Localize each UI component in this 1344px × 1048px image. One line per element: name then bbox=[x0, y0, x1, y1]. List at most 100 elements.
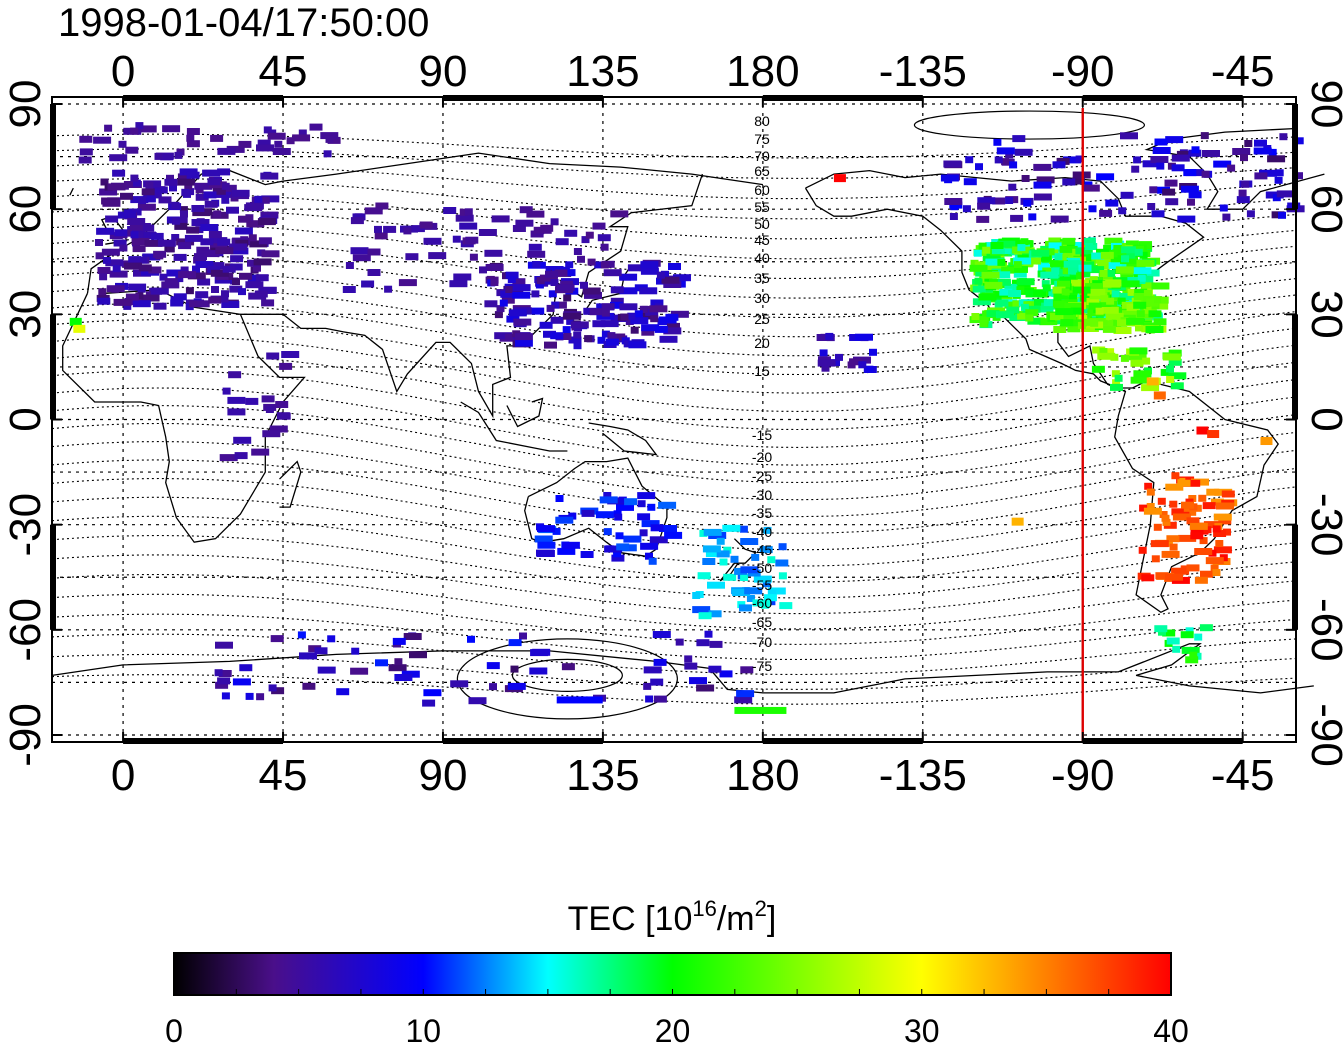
tec-cell bbox=[763, 594, 777, 602]
tec-cell bbox=[219, 454, 238, 462]
lon-label-bottom: 0 bbox=[111, 751, 135, 800]
tec-cell bbox=[534, 535, 553, 543]
frame-band-left bbox=[50, 314, 56, 420]
tec-cell bbox=[716, 550, 730, 558]
tec-cell bbox=[978, 242, 987, 250]
tec-cell bbox=[584, 335, 593, 343]
tec-cell bbox=[1218, 517, 1232, 525]
tec-cell bbox=[562, 312, 581, 320]
tec-cell bbox=[1060, 319, 1074, 327]
lat-label-right: 30 bbox=[1302, 290, 1344, 339]
tec-cell bbox=[123, 209, 132, 217]
tec-cell bbox=[1133, 267, 1152, 275]
tec-cell bbox=[1120, 310, 1139, 318]
tec-cell bbox=[767, 598, 776, 606]
tec-cell bbox=[1180, 631, 1194, 639]
tec-cell bbox=[1146, 298, 1155, 306]
tec-cell bbox=[1130, 359, 1144, 367]
tec-cell bbox=[1145, 326, 1164, 333]
tec-cell bbox=[1136, 310, 1145, 318]
tec-cell bbox=[507, 276, 516, 284]
tec-cell bbox=[1070, 242, 1084, 249]
tec-cell bbox=[550, 332, 564, 340]
tec-cell bbox=[187, 272, 206, 280]
tec-cell bbox=[732, 589, 751, 596]
tec-cell bbox=[684, 655, 693, 663]
tec-cell bbox=[751, 553, 760, 561]
tec-cell bbox=[702, 545, 721, 553]
tec-cell bbox=[600, 261, 609, 269]
tec-cell bbox=[484, 249, 503, 257]
tec-cell bbox=[1097, 352, 1116, 360]
lat-label-right: 0 bbox=[1302, 407, 1344, 431]
mag-contour bbox=[51, 534, 1297, 599]
tec-cell bbox=[659, 525, 677, 532]
tec-cell bbox=[1143, 289, 1152, 297]
tec-cell bbox=[704, 630, 713, 638]
tec-cell bbox=[817, 359, 836, 367]
tec-cell bbox=[95, 252, 104, 260]
tec-cell bbox=[1154, 138, 1168, 146]
tec-cell bbox=[1241, 180, 1250, 188]
tec-cell bbox=[763, 526, 772, 534]
tec-cell bbox=[1166, 637, 1180, 645]
colorbar-tick-label: 10 bbox=[405, 1013, 441, 1048]
contour-label: -15 bbox=[752, 427, 772, 443]
tec-cell bbox=[350, 247, 369, 255]
lon-label-bottom: 180 bbox=[726, 751, 799, 800]
tec-cell bbox=[95, 239, 103, 246]
tec-cell bbox=[649, 305, 668, 313]
tec-cell bbox=[1136, 259, 1155, 267]
tec-cell bbox=[103, 256, 111, 264]
contour-label: -40 bbox=[752, 524, 772, 540]
colorbar: TEC [1016/m2] 0 10 20 30 40 bbox=[165, 896, 1189, 1048]
tec-cell bbox=[1099, 209, 1113, 217]
tec-cell bbox=[821, 364, 830, 372]
tec-cell bbox=[1213, 513, 1232, 521]
tec-cell bbox=[723, 546, 732, 554]
lon-label-bottom: -90 bbox=[1051, 751, 1115, 800]
tec-cell bbox=[1103, 244, 1112, 252]
tec-cell bbox=[105, 259, 124, 267]
tec-cell bbox=[1172, 645, 1181, 653]
tec-cell bbox=[627, 312, 636, 320]
tec-cell bbox=[722, 524, 741, 532]
tec-cell bbox=[125, 146, 139, 154]
tec-cell bbox=[1122, 251, 1136, 259]
tec-cell bbox=[1089, 276, 1098, 284]
tec-cell bbox=[500, 290, 514, 298]
tec-cell bbox=[640, 267, 659, 275]
tec-cell bbox=[734, 696, 753, 704]
tec-cell bbox=[573, 331, 582, 339]
tec-cell bbox=[736, 690, 755, 698]
tec-cell bbox=[555, 238, 569, 246]
tec-cell bbox=[132, 179, 141, 187]
colorbar-ticks: 0 10 20 30 40 bbox=[165, 989, 1189, 1048]
tec-cell bbox=[668, 263, 681, 270]
tec-cell bbox=[1139, 504, 1148, 512]
tec-cell bbox=[553, 301, 567, 309]
tec-cell bbox=[342, 286, 356, 293]
tec-cell bbox=[125, 293, 139, 301]
tec-cell bbox=[317, 666, 336, 674]
tec-cell bbox=[618, 496, 627, 504]
tec-cell bbox=[1054, 253, 1063, 261]
tec-cell bbox=[1146, 488, 1155, 496]
tec-cell bbox=[645, 695, 654, 703]
tec-cell bbox=[1053, 301, 1067, 309]
tec-cell bbox=[1012, 135, 1026, 143]
tec-cell bbox=[1190, 527, 1209, 535]
tec-cell bbox=[258, 286, 277, 294]
tec-cell bbox=[452, 235, 461, 243]
tec-cell bbox=[279, 362, 293, 370]
tec-cell bbox=[1200, 132, 1209, 140]
tec-cell bbox=[1086, 266, 1105, 274]
tec-cell bbox=[1172, 513, 1191, 521]
tec-cell bbox=[132, 300, 151, 308]
tec-cell bbox=[759, 546, 773, 554]
tec-cell bbox=[768, 589, 777, 597]
contour-label: -70 bbox=[752, 634, 772, 650]
tec-cell bbox=[153, 250, 167, 258]
tec-cell bbox=[1008, 183, 1017, 191]
tec-cell bbox=[1053, 293, 1062, 301]
